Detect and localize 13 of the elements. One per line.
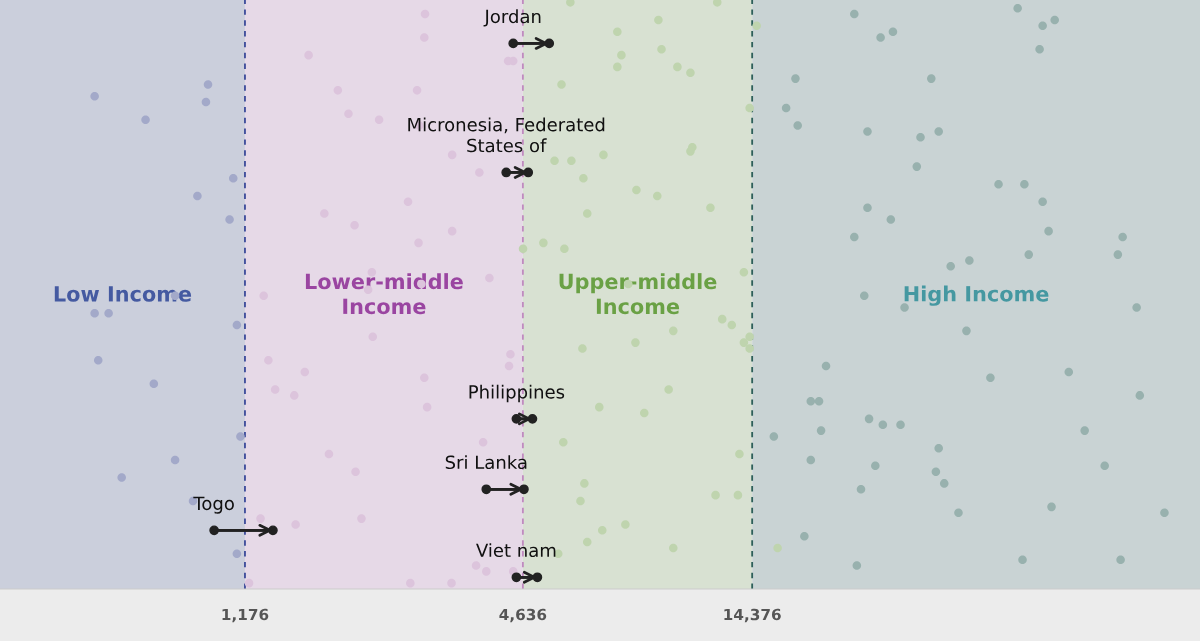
series-label: Micronesia, Federated States of [408,117,605,153]
band-label: Upper-middle Income [559,273,717,315]
x-tick-label: 1,176 [222,608,269,623]
band-label: Lower-middle Income [305,273,463,315]
band-label: Low Income [54,286,192,302]
x-tick-label: 14,376 [724,608,781,623]
series-label: Viet nam [476,543,556,558]
series-label: Togo [193,496,234,514]
series-label: Jordan [483,9,541,27]
series-label: Philippines [469,384,565,403]
x-tick-label: 4,636 [499,608,547,623]
band-label: High Income [904,285,1049,306]
series-label: Sri Lanka [445,455,527,470]
